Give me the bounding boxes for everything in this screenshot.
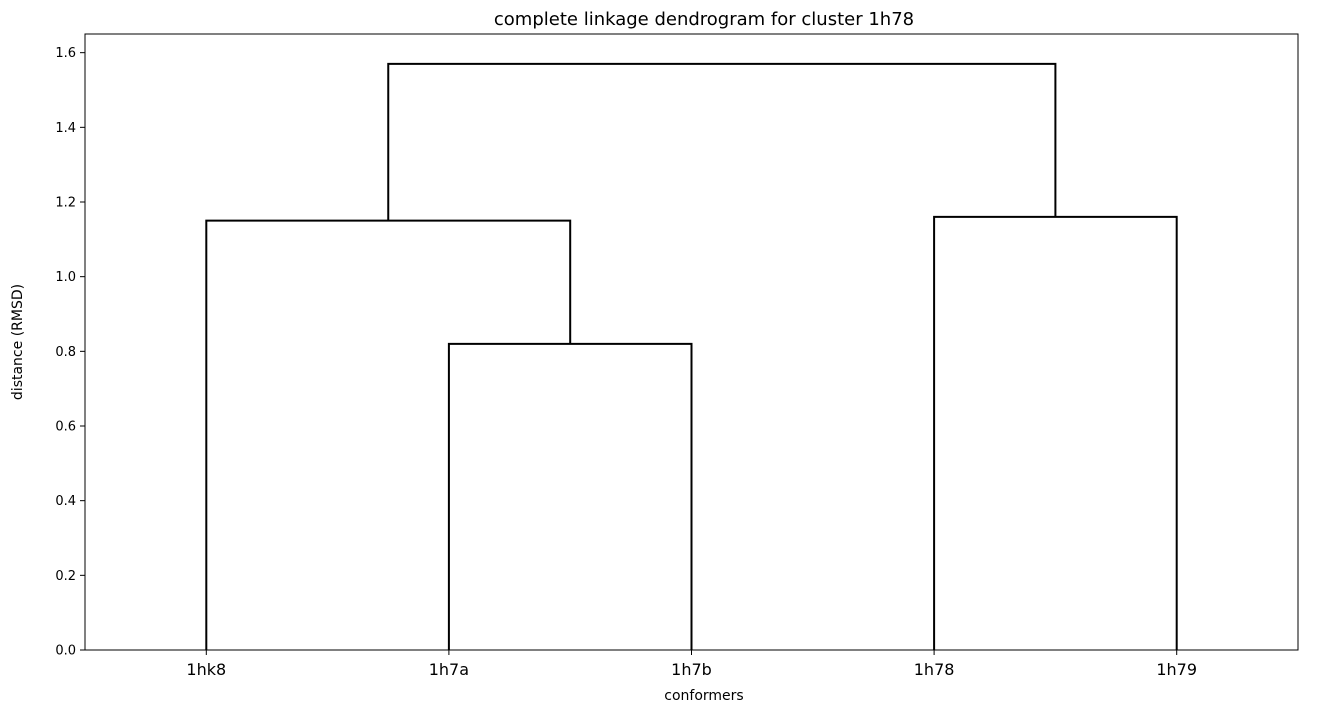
plot-frame xyxy=(84,33,1299,651)
y-tick-label: 1.0 xyxy=(55,270,76,285)
y-tick-label: 1.6 xyxy=(55,46,76,61)
leaf-label-1h78: 1h78 xyxy=(914,660,955,679)
x-axis-label: conformers xyxy=(664,688,743,704)
dendrogram-link-1hk8+1h7a+1h7b-1h78+1h79 xyxy=(387,62,1057,221)
leaf-label-1hk8: 1hk8 xyxy=(186,660,226,679)
dendrogram-links xyxy=(205,62,1178,650)
y-tick-label: 0.2 xyxy=(55,569,76,584)
dendrogram-link-1h78-1h79 xyxy=(933,215,1178,650)
leaf-label-1h7a: 1h7a xyxy=(429,660,469,679)
x-axis-ticks: 1hk8 1h7a 1h7b 1h78 1h79 xyxy=(186,650,1197,679)
y-tick-label: 0.0 xyxy=(55,644,76,659)
dendrogram-link-1h7a-1h7b xyxy=(447,342,693,650)
leaf-label-1h79: 1h79 xyxy=(1156,660,1197,679)
y-tick-label: 0.6 xyxy=(55,420,76,435)
y-tick-label: 0.8 xyxy=(55,345,76,360)
y-tick-label: 1.2 xyxy=(55,196,76,211)
y-axis-ticks: 0.0 0.2 0.4 0.6 0.8 1.0 1.2 1.4 1.6 xyxy=(55,46,85,659)
dendrogram-link-1hk8-1h7a+1h7b xyxy=(205,219,572,650)
chart-title: complete linkage dendrogram for cluster … xyxy=(494,9,914,30)
y-axis-label: distance (RMSD) xyxy=(10,284,26,400)
leaf-label-1h7b: 1h7b xyxy=(671,660,712,679)
y-tick-label: 1.4 xyxy=(55,121,76,136)
y-tick-label: 0.4 xyxy=(55,494,76,509)
